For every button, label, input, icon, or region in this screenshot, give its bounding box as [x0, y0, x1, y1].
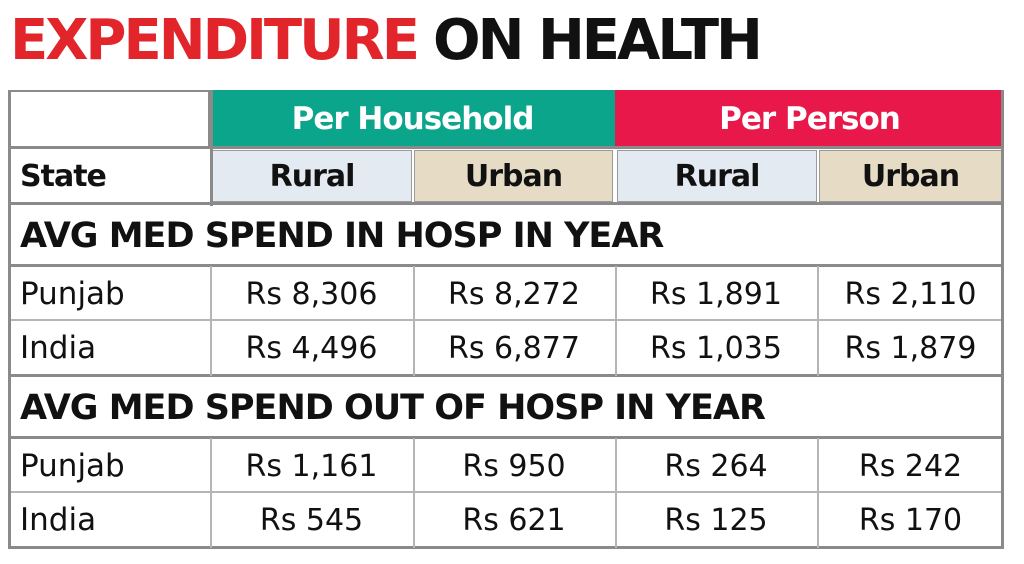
table-cell: Rs 950 — [462, 448, 566, 484]
grid-line — [8, 491, 1004, 493]
page-title: EXPENDITURE ON HEALTH — [10, 2, 763, 80]
title-rest: ON HEALTH — [432, 8, 763, 73]
grid-line — [8, 90, 11, 549]
grid-line — [8, 264, 1004, 267]
table-cell: Rs 264 — [664, 448, 768, 484]
table-cell: Rs 545 — [259, 502, 364, 538]
column-header-household-urban: Urban — [414, 150, 613, 202]
grid-line — [413, 266, 415, 376]
table-cell: Rs 4,496 — [245, 330, 378, 366]
table-cell: Rs 242 — [858, 448, 963, 484]
row-label-state: India — [20, 502, 97, 538]
column-header-state: State — [20, 158, 107, 194]
grid-line — [8, 436, 1004, 439]
row-label-state: Punjab — [20, 276, 125, 312]
grid-line — [8, 374, 1004, 377]
group-header-per-person: Per Person — [615, 90, 1004, 148]
table-cell: Rs 8,272 — [448, 276, 580, 312]
grid-line — [8, 319, 1004, 321]
table-cell: Rs 125 — [664, 502, 768, 538]
expenditure-table: Per Household Per Person State Rural Urb… — [8, 90, 1004, 549]
title-highlight: EXPENDITURE — [10, 8, 420, 73]
grid-line — [8, 146, 1004, 149]
table-cell: Rs 1,035 — [650, 330, 782, 366]
grid-line — [817, 438, 819, 548]
grid-line — [210, 438, 212, 548]
table-cell: Rs 170 — [858, 502, 963, 538]
grid-line — [1001, 90, 1004, 549]
section-title: AVG MED SPEND OUT OF HOSP IN YEAR — [20, 388, 766, 428]
section-title: AVG MED SPEND IN HOSP IN YEAR — [20, 216, 664, 256]
row-label-state: India — [20, 330, 97, 366]
grid-line — [615, 266, 617, 376]
table-cell: Rs 8,306 — [245, 276, 378, 312]
grid-line — [210, 266, 212, 376]
column-header-household-rural: Rural — [212, 150, 412, 202]
table-cell: Rs 2,110 — [844, 276, 977, 312]
table-cell: Rs 1,891 — [650, 276, 782, 312]
group-header-per-household: Per Household — [210, 90, 615, 148]
column-header-person-urban: Urban — [819, 150, 1002, 202]
empty-header-cell — [8, 90, 210, 148]
row-label-state: Punjab — [20, 448, 125, 484]
column-header-person-rural: Rural — [617, 150, 817, 202]
grid-line — [8, 202, 1004, 205]
grid-line — [615, 438, 617, 548]
table-cell: Rs 1,879 — [844, 330, 977, 366]
grid-line — [817, 266, 819, 376]
grid-line — [413, 438, 415, 548]
grid-line — [210, 90, 213, 206]
grid-line — [8, 546, 1004, 549]
table-cell: Rs 6,877 — [448, 330, 580, 366]
table-cell: Rs 1,161 — [245, 448, 378, 484]
table-cell: Rs 621 — [462, 502, 566, 538]
